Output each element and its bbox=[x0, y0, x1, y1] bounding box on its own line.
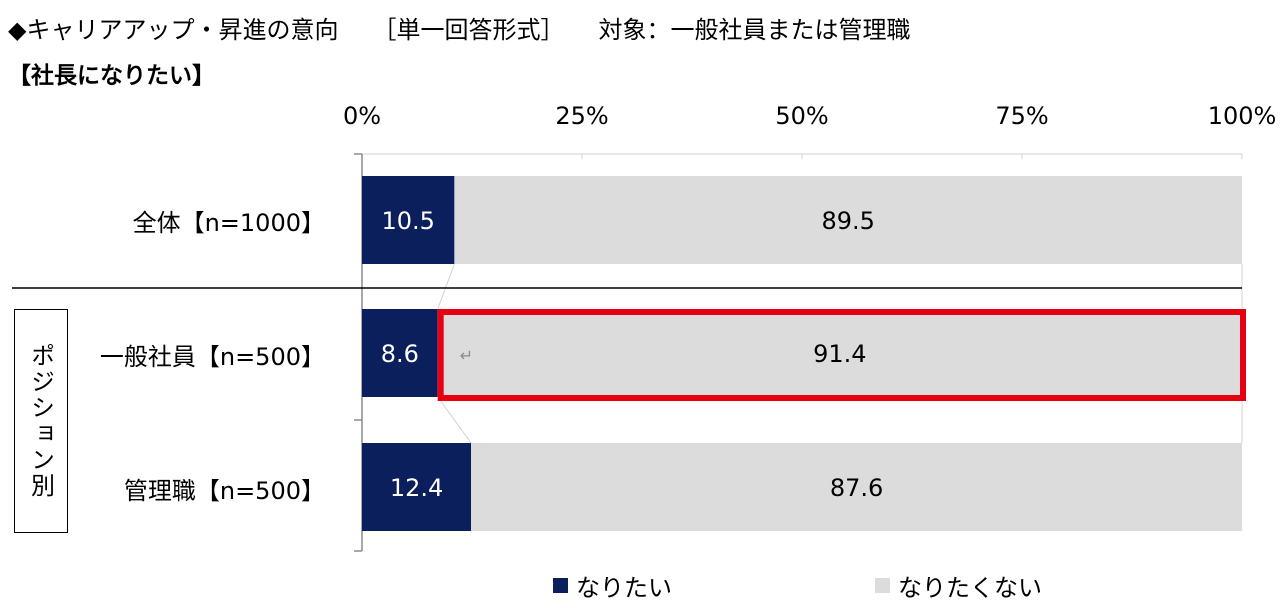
x-tick-label: 50% bbox=[775, 102, 828, 130]
bar-not-want bbox=[454, 176, 1242, 264]
highlight-box bbox=[437, 309, 1246, 401]
data-label-not-want: 91.4 bbox=[813, 340, 866, 368]
data-label-want: 10.5 bbox=[381, 207, 434, 235]
series-connector-line bbox=[437, 263, 455, 310]
legend-swatch-not-want bbox=[875, 578, 890, 593]
title-target: 対象：一般社員または管理職 bbox=[598, 16, 911, 44]
category-label-overall: 全体【n=1000】 bbox=[132, 209, 325, 237]
data-label-not-want: 89.5 bbox=[821, 207, 874, 235]
x-tick-label: 25% bbox=[555, 102, 608, 130]
category-label-managers: 管理職【n=500】 bbox=[123, 477, 325, 505]
legend-item-not-want: なりたくない bbox=[875, 568, 1042, 603]
category-label-general-staff: 一般社員【n=500】 bbox=[99, 343, 325, 371]
bar-want bbox=[362, 443, 472, 531]
x-tick-label: 100% bbox=[1208, 102, 1277, 130]
annotation-mark: ↵ bbox=[460, 346, 473, 365]
x-tick-label: 0% bbox=[343, 102, 381, 130]
title-format: ［単一回答形式］ bbox=[372, 16, 565, 44]
legend-swatch-want bbox=[553, 578, 568, 593]
data-label-want: 12.4 bbox=[390, 474, 443, 502]
bar-not-want bbox=[437, 309, 1242, 397]
data-label-want: 8.6 bbox=[381, 340, 419, 368]
position-group-box: ポジション別 bbox=[14, 309, 68, 533]
position-group-label: ポジション別 bbox=[26, 343, 55, 499]
bar-want bbox=[362, 309, 438, 397]
legend-label-want: なりたい bbox=[576, 574, 672, 602]
legend-item-want: なりたい bbox=[553, 568, 672, 603]
bar-want bbox=[362, 176, 455, 264]
bar-not-want bbox=[471, 443, 1242, 531]
chart-title: ◆キャリアアップ・昇進の意向 ［単一回答形式］ 対象：一般社員または管理職 bbox=[8, 10, 910, 45]
x-tick-label: 75% bbox=[995, 102, 1048, 130]
legend-label-not-want: なりたくない bbox=[898, 574, 1042, 602]
chart-subtitle: 【社長になりたい】 bbox=[8, 63, 215, 89]
series-connector-line bbox=[437, 396, 472, 444]
data-label-not-want: 87.6 bbox=[830, 474, 883, 502]
title-main: ◆キャリアアップ・昇進の意向 bbox=[8, 16, 339, 44]
